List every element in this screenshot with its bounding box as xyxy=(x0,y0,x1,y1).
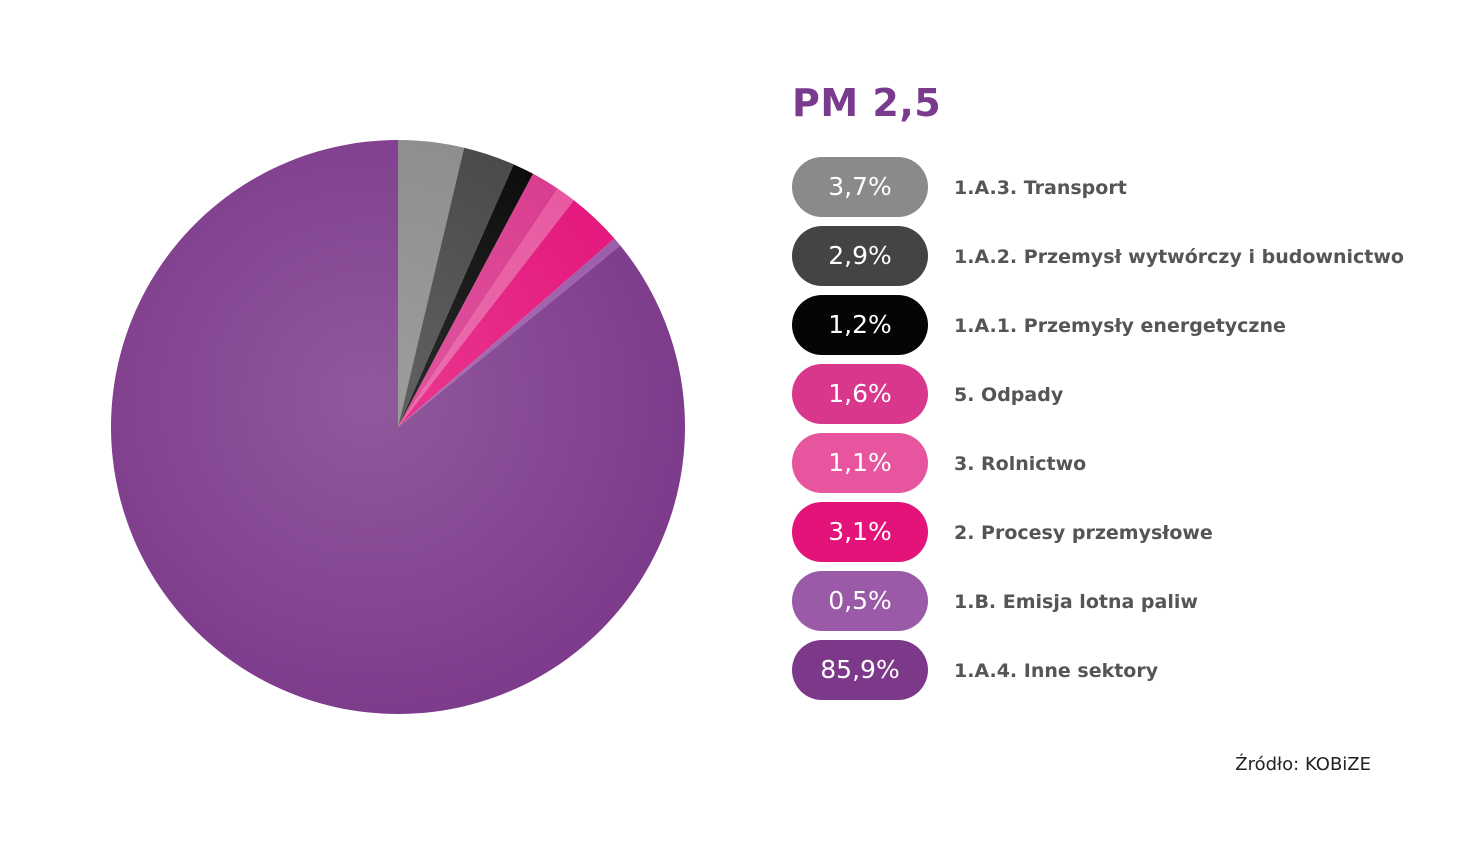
source-note: Źródło: KOBiZE xyxy=(1235,754,1371,775)
legend-item: 3,7% 1.A.3. Transport xyxy=(792,157,1432,217)
legend-label: 3. Rolnictwo xyxy=(954,453,1087,475)
legend-value-pill: 2,9% xyxy=(792,226,928,286)
legend-value-pill: 85,9% xyxy=(792,640,928,700)
legend-label: 1.B. Emisja lotna paliw xyxy=(954,591,1198,613)
legend-item: 3,1% 2. Procesy przemysłowe xyxy=(792,502,1432,562)
legend-label: 5. Odpady xyxy=(954,384,1064,406)
legend-item: 1,2% 1.A.1. Przemysły energetyczne xyxy=(792,295,1432,355)
legend-label: 1.A.4. Inne sektory xyxy=(954,660,1159,682)
legend-label: 1.A.3. Transport xyxy=(954,177,1127,199)
legend-label: 1.A.2. Przemysł wytwórczy i budownictwo xyxy=(954,246,1404,268)
legend-item: 1,6% 5. Odpady xyxy=(792,364,1432,424)
legend-label: 1.A.1. Przemysły energetyczne xyxy=(954,315,1286,337)
legend-value-pill: 0,5% xyxy=(792,571,928,631)
legend-value-pill: 1,6% xyxy=(792,364,928,424)
pie-chart xyxy=(110,140,685,715)
legend-value-pill: 1,2% xyxy=(792,295,928,355)
legend-item: 0,5% 1.B. Emisja lotna paliw xyxy=(792,571,1432,631)
legend-value-pill: 3,1% xyxy=(792,502,928,562)
legend-item: 1,1% 3. Rolnictwo xyxy=(792,433,1432,493)
legend-item: 85,9% 1.A.4. Inne sektory xyxy=(792,640,1432,700)
pie-shading xyxy=(111,140,685,714)
chart-title: PM 2,5 xyxy=(792,81,942,125)
legend-value-pill: 3,7% xyxy=(792,157,928,217)
legend-value-pill: 1,1% xyxy=(792,433,928,493)
legend-item: 2,9% 1.A.2. Przemysł wytwórczy i budownic… xyxy=(792,226,1432,286)
legend-label: 2. Procesy przemysłowe xyxy=(954,522,1213,544)
